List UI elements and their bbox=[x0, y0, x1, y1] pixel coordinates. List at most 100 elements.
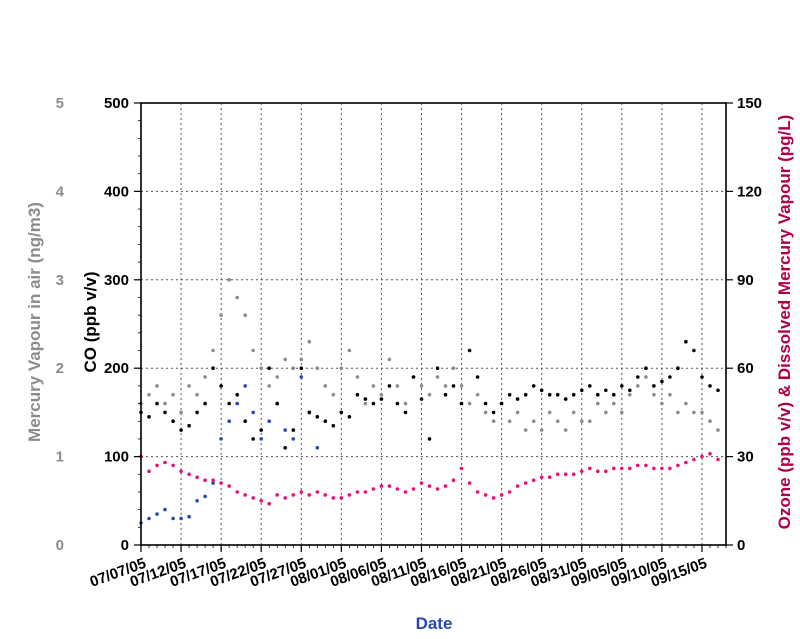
ticks bbox=[134, 102, 733, 552]
data-point bbox=[171, 463, 175, 468]
data-point bbox=[539, 428, 544, 432]
data-point bbox=[219, 313, 223, 318]
data-point bbox=[620, 466, 624, 471]
data-point bbox=[155, 401, 159, 406]
data-point bbox=[515, 397, 520, 401]
data-point bbox=[339, 366, 344, 371]
data-point bbox=[676, 366, 680, 371]
left-inner-tick-label: 400 bbox=[104, 183, 129, 200]
data-point bbox=[267, 419, 272, 424]
data-point bbox=[155, 384, 159, 388]
data-point bbox=[668, 392, 672, 397]
data-point bbox=[580, 469, 584, 474]
data-point bbox=[275, 493, 280, 497]
grid bbox=[141, 103, 726, 545]
data-point bbox=[371, 487, 376, 491]
data-point bbox=[203, 494, 207, 499]
data-point bbox=[628, 392, 632, 397]
data-point bbox=[644, 366, 648, 371]
data-point bbox=[179, 410, 183, 415]
data-point bbox=[179, 428, 183, 432]
data-point bbox=[588, 384, 592, 388]
data-point bbox=[235, 295, 239, 300]
x-axis-title: Date bbox=[416, 614, 453, 633]
data-point bbox=[339, 496, 344, 500]
data-point bbox=[283, 496, 288, 500]
data-point bbox=[331, 496, 336, 500]
data-point bbox=[644, 463, 648, 468]
data-point bbox=[355, 490, 360, 494]
data-point bbox=[355, 392, 360, 397]
right-tick-label: 0 bbox=[737, 537, 745, 554]
data-point bbox=[147, 469, 151, 474]
data-point bbox=[716, 457, 720, 462]
data-point bbox=[163, 410, 167, 415]
data-point bbox=[219, 437, 223, 441]
data-point bbox=[291, 493, 296, 497]
data-point bbox=[708, 419, 712, 424]
data-point bbox=[227, 484, 231, 488]
data-point bbox=[459, 466, 464, 471]
data-point bbox=[451, 366, 456, 371]
data-point bbox=[283, 428, 288, 432]
data-point bbox=[219, 481, 223, 485]
data-point bbox=[347, 415, 352, 419]
series-2 bbox=[139, 339, 720, 450]
data-point bbox=[652, 392, 656, 397]
data-point bbox=[419, 397, 424, 401]
data-point bbox=[395, 487, 400, 491]
data-point bbox=[604, 388, 608, 393]
data-point bbox=[620, 384, 624, 388]
data-point bbox=[187, 472, 191, 477]
data-point bbox=[507, 392, 512, 397]
data-point bbox=[315, 490, 320, 494]
data-point bbox=[371, 384, 376, 388]
data-point bbox=[716, 388, 720, 393]
data-point bbox=[267, 384, 272, 388]
data-point bbox=[628, 466, 632, 471]
data-point bbox=[531, 419, 536, 424]
data-point bbox=[227, 419, 231, 424]
data-point bbox=[291, 428, 296, 432]
data-point bbox=[708, 384, 712, 388]
data-point bbox=[211, 366, 215, 371]
data-point bbox=[604, 410, 608, 415]
data-point bbox=[612, 392, 616, 397]
data-point bbox=[299, 357, 304, 362]
data-point bbox=[259, 366, 264, 371]
data-point bbox=[692, 457, 696, 462]
data-point bbox=[315, 415, 320, 419]
data-point bbox=[596, 401, 600, 406]
data-point bbox=[299, 366, 304, 371]
data-point bbox=[451, 384, 456, 388]
data-point bbox=[515, 410, 520, 415]
data-point bbox=[379, 397, 384, 401]
data-point bbox=[700, 375, 704, 379]
data-point bbox=[523, 392, 528, 397]
data-point bbox=[483, 401, 488, 406]
data-point bbox=[299, 490, 304, 494]
data-point bbox=[259, 428, 264, 432]
data-point bbox=[547, 392, 552, 397]
data-point bbox=[539, 388, 544, 393]
data-point bbox=[147, 516, 151, 521]
right-tick-label: 90 bbox=[737, 272, 754, 289]
data-point bbox=[251, 437, 255, 441]
data-point bbox=[708, 451, 712, 456]
data-point bbox=[491, 410, 496, 415]
data-point bbox=[371, 401, 376, 406]
data-point bbox=[251, 496, 255, 500]
data-point bbox=[195, 499, 199, 503]
data-point bbox=[491, 419, 496, 424]
data-point bbox=[684, 401, 688, 406]
data-point bbox=[203, 478, 207, 483]
data-point bbox=[660, 379, 664, 384]
tick-labels: 07/07/0507/12/0507/17/0507/22/0507/27/05… bbox=[56, 95, 762, 591]
data-point bbox=[347, 348, 352, 353]
data-point bbox=[547, 475, 552, 480]
data-point bbox=[363, 401, 368, 406]
data-point bbox=[435, 375, 440, 379]
data-point bbox=[636, 375, 640, 379]
data-point bbox=[387, 484, 392, 488]
data-point bbox=[243, 419, 247, 424]
